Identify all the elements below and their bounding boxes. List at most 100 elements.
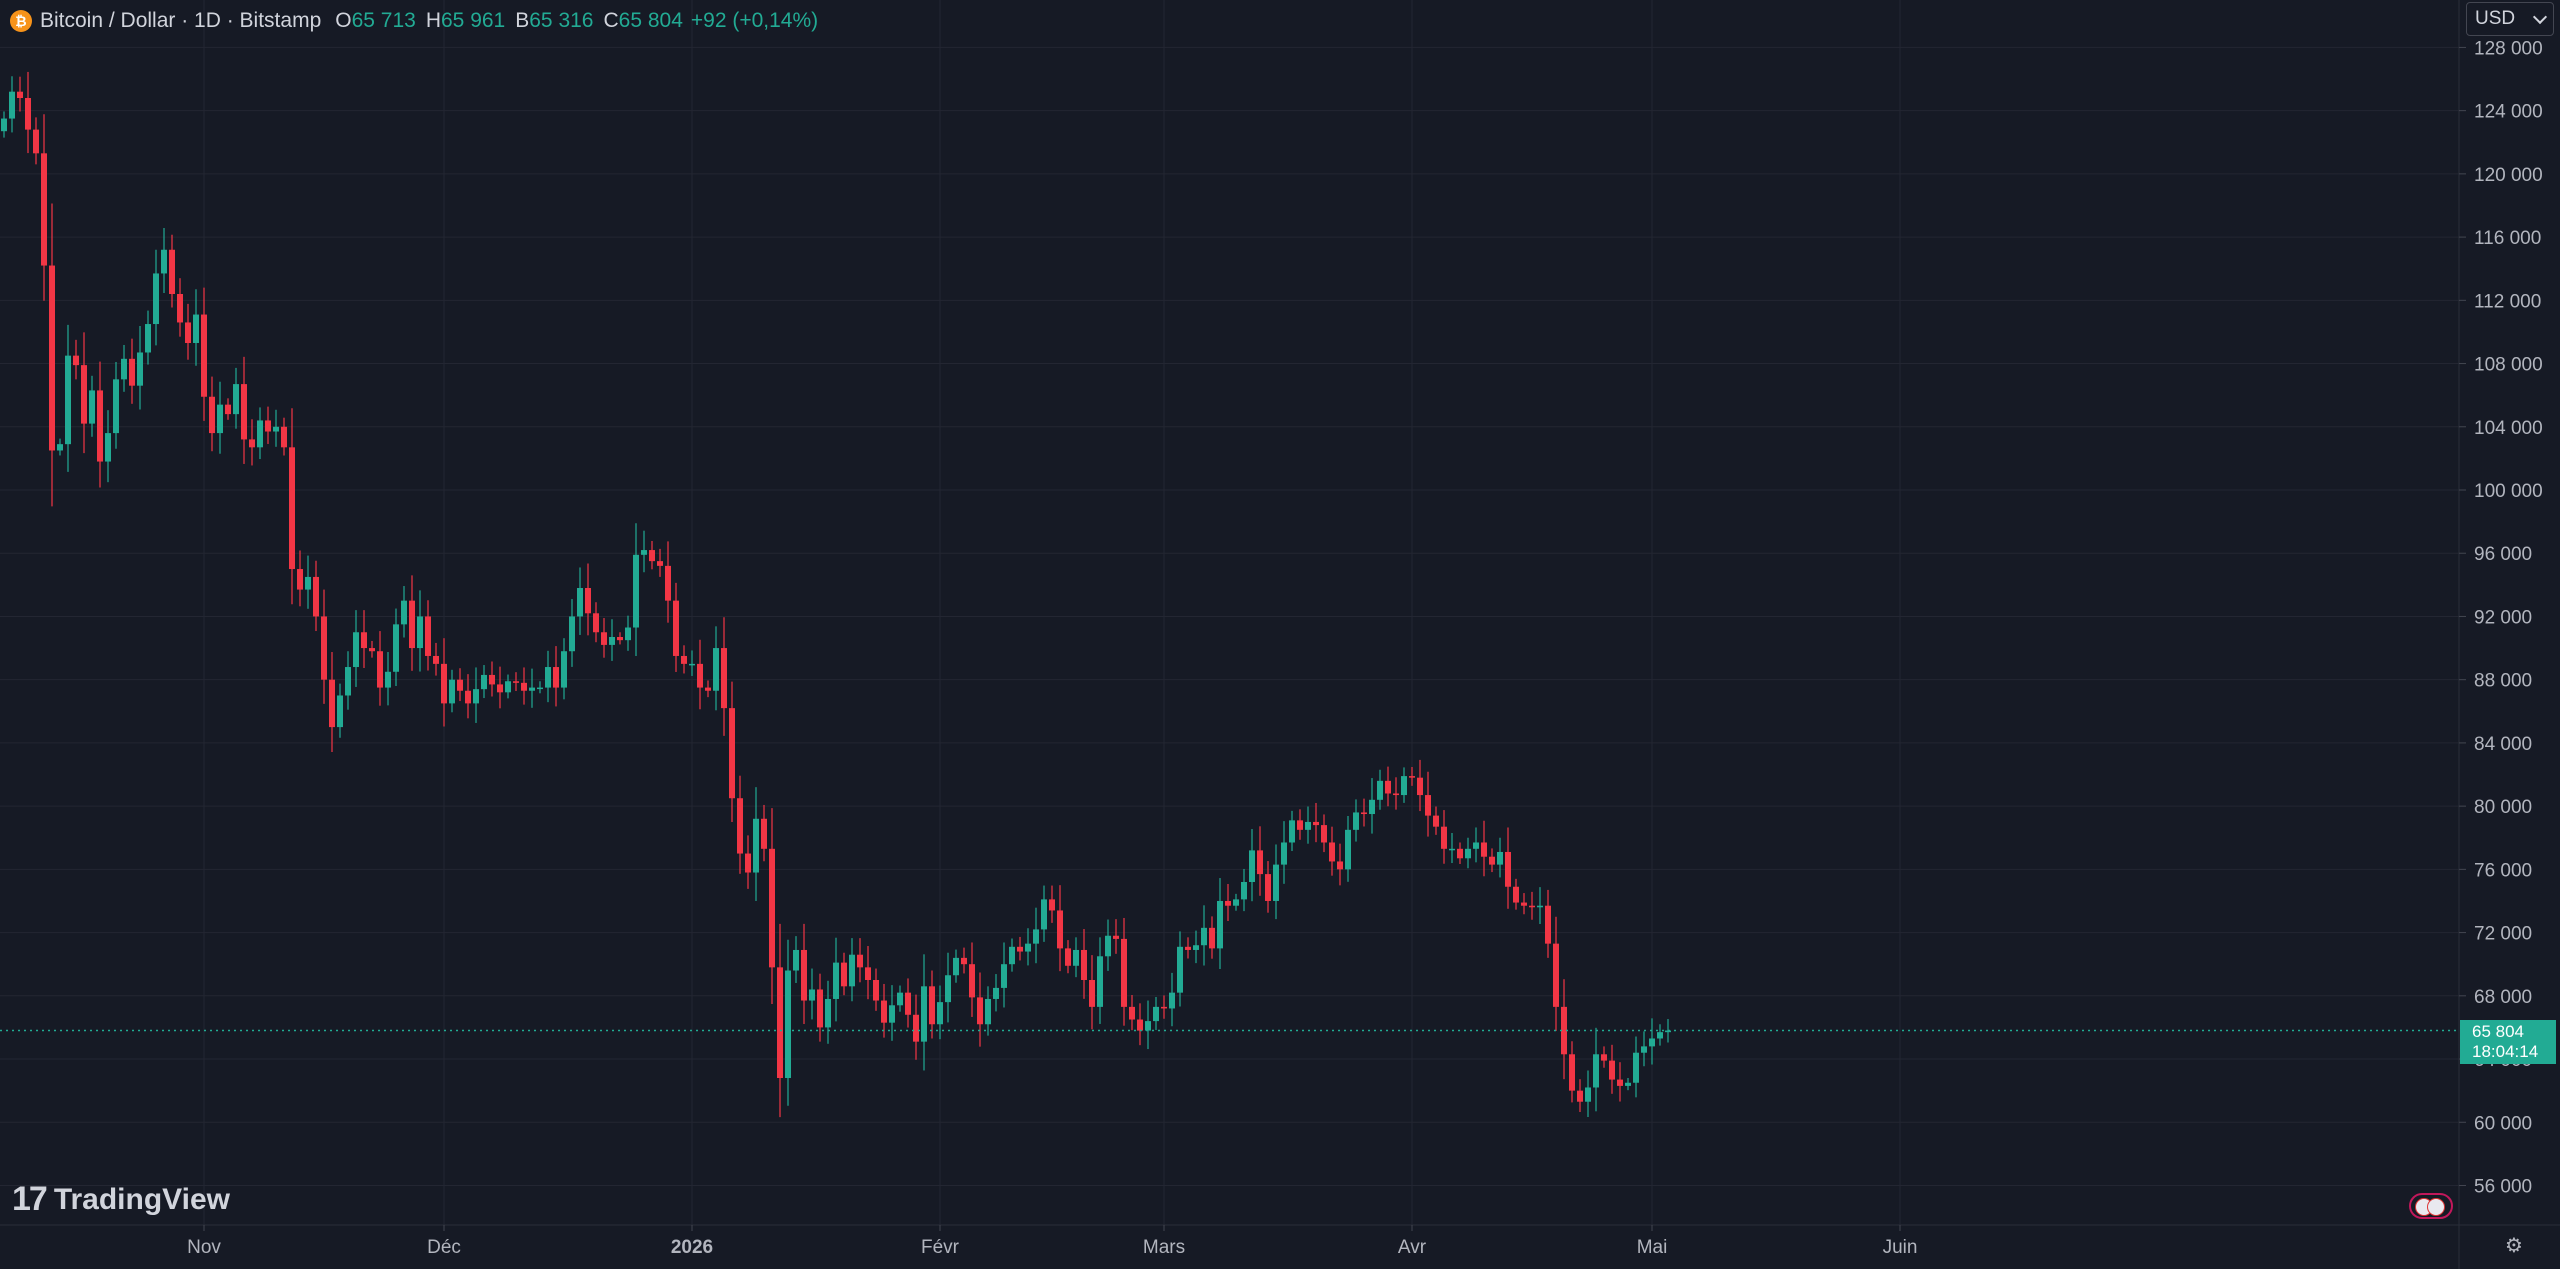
candle-body <box>1289 820 1295 843</box>
candle-body <box>625 627 631 641</box>
time-axis[interactable]: Nov Déc 2026 Févr Mars Avr Mai Juin <box>187 1225 1917 1258</box>
candle-body <box>1545 905 1551 944</box>
candle-body <box>553 667 559 688</box>
price-tick-label: 100 000 <box>2474 481 2543 502</box>
candle-body <box>425 616 431 656</box>
candle-body <box>265 420 271 432</box>
candle-body <box>161 249 167 274</box>
candle-body <box>985 998 991 1025</box>
candle-body <box>673 600 679 656</box>
candle-body <box>65 355 71 445</box>
candle-body <box>1121 938 1127 1007</box>
bar-countdown: 18:04:14 <box>2472 1041 2539 1061</box>
candle-body <box>1137 1019 1143 1031</box>
price-tick-label: 120 000 <box>2474 165 2543 186</box>
candle-body <box>33 129 39 154</box>
candle-body <box>681 655 687 664</box>
candle-body <box>721 648 727 709</box>
candle-body <box>465 690 471 704</box>
candle-body <box>1361 812 1367 815</box>
tradingview-logo[interactable]: 17 TradingView <box>12 1180 230 1219</box>
candle-body <box>361 632 367 649</box>
candle-body <box>1369 799 1375 815</box>
candle-body <box>953 957 959 976</box>
candle-body <box>745 853 751 873</box>
candle-body <box>793 949 799 971</box>
candle-body <box>1113 935 1119 939</box>
candle-body <box>881 1000 887 1023</box>
candle-body <box>1001 964 1007 988</box>
candle-body <box>1505 851 1511 887</box>
candle-body <box>577 588 583 617</box>
candle-body <box>1409 776 1415 778</box>
candle-body <box>1585 1087 1591 1102</box>
candle-body <box>377 651 383 688</box>
candle-body <box>137 352 143 386</box>
candle-body <box>1249 850 1255 882</box>
tradingview-logo-text: TradingView <box>53 1182 230 1216</box>
symbol-legend[interactable]: ₿ Bitcoin / Dollar · 1D · Bitstamp O65 7… <box>10 8 818 34</box>
candle-body <box>913 1014 919 1042</box>
symbol-title[interactable]: Bitcoin / Dollar · 1D · Bitstamp <box>40 9 322 32</box>
candle-body <box>1297 820 1303 830</box>
candle-body <box>1385 780 1391 794</box>
candle-body <box>1657 1032 1663 1039</box>
candle-body <box>905 992 911 1015</box>
candle-body <box>385 671 391 688</box>
candle-body <box>241 384 247 440</box>
candle-body <box>545 667 551 688</box>
price-axis[interactable]: 128 000 124 000 120 000 116 000 112 000 108 0… <box>2459 38 2543 1197</box>
candle-body <box>257 420 263 448</box>
candle-body <box>609 637 615 645</box>
candle-body <box>569 616 575 652</box>
candle-body <box>705 687 711 691</box>
candle-body <box>729 708 735 799</box>
candle-body <box>145 324 151 353</box>
candle-body <box>1593 1054 1599 1088</box>
candle-body <box>649 550 655 562</box>
candle-body <box>1529 905 1535 908</box>
time-tick-label: Déc <box>427 1237 461 1258</box>
candle-body <box>601 632 607 645</box>
candle-body <box>209 396 215 434</box>
low-value: B65 316 <box>515 9 594 32</box>
candle-body <box>1193 945 1199 950</box>
candle-body <box>1417 777 1423 796</box>
price-tick-label: 56 000 <box>2474 1176 2532 1197</box>
candle-body <box>1633 1052 1639 1083</box>
candle-body <box>497 684 503 693</box>
candle-body <box>1321 825 1327 843</box>
candle-body <box>1649 1038 1655 1047</box>
candle-body <box>817 989 823 1028</box>
price-tick-label: 60 000 <box>2474 1113 2532 1134</box>
candle-body <box>1201 927 1207 946</box>
currency-selector[interactable]: USD <box>2466 2 2554 36</box>
candle-body <box>1033 929 1039 944</box>
candle-body <box>1065 948 1071 966</box>
candle-body <box>225 404 231 415</box>
candle-body <box>1 118 7 132</box>
candle-body <box>1489 856 1495 865</box>
price-tick-label: 68 000 <box>2474 987 2532 1008</box>
candle-body <box>249 439 255 448</box>
candle-body <box>505 681 511 693</box>
events-flag-icon[interactable] <box>2409 1193 2453 1219</box>
candle-body <box>969 964 975 998</box>
candle-body <box>1465 848 1471 859</box>
price-tick-label: 116 000 <box>2474 228 2541 249</box>
candle-body <box>1393 793 1399 796</box>
gear-icon[interactable]: ⚙ <box>2505 1234 2523 1257</box>
last-price-badge: 65 804 18:04:14 <box>2460 1019 2556 1064</box>
candle-body <box>1521 902 1527 906</box>
time-tick-label: 2026 <box>671 1237 713 1258</box>
candle-body <box>961 957 967 965</box>
candle-body <box>1017 946 1023 952</box>
candle-body <box>865 967 871 980</box>
candle-body <box>1089 980 1095 1007</box>
candle-body <box>201 314 207 397</box>
grid-lines <box>0 0 2459 1225</box>
candle-body <box>1377 780 1383 800</box>
candle-body <box>281 426 287 448</box>
time-tick-label: Nov <box>187 1237 221 1258</box>
